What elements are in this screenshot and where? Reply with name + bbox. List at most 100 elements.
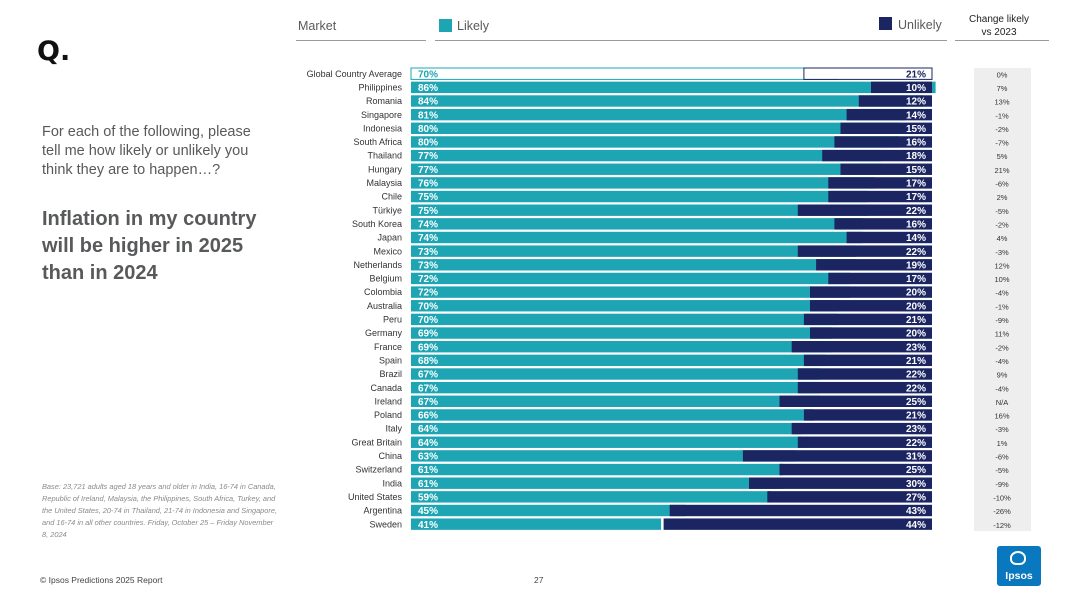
value-unlikely-united-states: 27% [906, 492, 926, 503]
value-unlikely-mexico: 22% [906, 247, 926, 258]
change-value-great-britain: 1% [997, 439, 1008, 448]
value-unlikely-thailand: 18% [906, 151, 926, 162]
value-unlikely-south-africa: 16% [906, 138, 926, 149]
market-label-japan: Japan [377, 233, 402, 243]
bar-unlikely-colombia [810, 286, 932, 298]
bar-unlikely-united-states [767, 491, 932, 503]
bar-likely-china [411, 450, 796, 462]
bar-unlikely-thailand [822, 149, 932, 162]
change-value-poland: 16% [994, 412, 1009, 421]
logo-icon [1010, 551, 1026, 565]
bar-unlikely-sweden [663, 518, 932, 530]
bar-unlikely-mexico [797, 245, 932, 257]
bar-likely-switzerland [411, 463, 784, 476]
bar-unlikely-japan [846, 231, 932, 244]
value-likely-spain: 68% [418, 356, 438, 367]
change-value-hungary: 21% [994, 166, 1009, 175]
market-label-romania: Romania [366, 96, 402, 106]
bar-unlikely-germany [810, 327, 932, 339]
market-label-hungary: Hungary [368, 164, 403, 174]
bar-unlikely-brazil [797, 368, 932, 380]
value-likely-poland: 66% [418, 411, 438, 422]
bar-likely-japan [411, 231, 863, 244]
value-likely-philippines: 86% [418, 83, 438, 94]
market-label-spain: Spain [379, 355, 402, 365]
change-value-malaysia: -6% [995, 180, 1009, 189]
change-value-canada: -4% [995, 384, 1009, 393]
legend-unlikely-swatch [879, 17, 892, 30]
bar-likely-malaysia [411, 177, 875, 189]
change-value-switzerland: -5% [995, 466, 1009, 475]
bar-likely-india [411, 477, 784, 489]
question-mark-label: Q. [37, 36, 71, 67]
change-value-ireland: N/A [996, 398, 1009, 407]
value-unlikely-india: 30% [906, 479, 926, 490]
bar-unlikely-spain [803, 354, 932, 367]
bar-unlikely-ireland [779, 395, 932, 407]
bar-unlikely-romania [858, 95, 932, 107]
change-value-france: -2% [995, 343, 1009, 352]
change-value-singapore: -1% [995, 111, 1009, 120]
market-label-italy: Italy [385, 424, 402, 434]
value-likely-south-korea: 74% [418, 219, 438, 230]
value-likely-australia: 70% [418, 301, 438, 312]
value-likely-malaysia: 76% [418, 179, 438, 190]
market-label-australia: Australia [367, 301, 402, 311]
value-unlikely-argentina: 43% [906, 506, 926, 517]
change-value-global-country-average: 0% [997, 70, 1008, 79]
market-label-singapore: Singapore [361, 110, 402, 120]
bar-unlikely-global-country-average [803, 67, 933, 80]
value-unlikely-malaysia: 17% [906, 179, 926, 190]
change-value-mexico: -3% [995, 248, 1009, 257]
bar-likely-indonesia [411, 122, 899, 134]
change-value-japan: 4% [997, 234, 1008, 243]
market-label-south-africa: South Africa [353, 137, 402, 147]
value-likely-mexico: 73% [418, 247, 438, 258]
market-label-belgium: Belgium [369, 274, 402, 284]
market-label-sweden: Sweden [369, 519, 402, 529]
market-label-philippines: Philippines [358, 82, 402, 92]
logo-text: Ipsos [1005, 570, 1033, 582]
change-value-t-rkiye: -5% [995, 207, 1009, 216]
value-likely-italy: 64% [418, 424, 438, 435]
value-likely-canada: 67% [418, 383, 438, 394]
market-label-indonesia: Indonesia [363, 123, 402, 133]
change-value-romania: 13% [994, 98, 1009, 107]
value-unlikely-canada: 22% [906, 383, 926, 394]
value-likely-south-africa: 80% [418, 138, 438, 149]
bar-likely-germany [411, 327, 832, 339]
value-unlikely-belgium: 17% [906, 274, 926, 285]
footer-copyright: © Ipsos Predictions 2025 Report [40, 575, 163, 585]
bar-unlikely-switzerland [779, 463, 932, 476]
bar-unlikely-great-britain [797, 436, 932, 448]
bar-likely-south-africa [411, 136, 899, 148]
bar-likely-spain [411, 354, 826, 367]
change-value-indonesia: -2% [995, 125, 1009, 134]
bar-likely-t-rkiye [411, 204, 869, 216]
value-likely-thailand: 77% [418, 151, 438, 162]
value-likely-hungary: 77% [418, 165, 438, 176]
bar-likely-brazil [411, 368, 820, 380]
bar-unlikely-india [749, 477, 932, 489]
value-likely-argentina: 45% [418, 506, 438, 517]
value-unlikely-germany: 20% [906, 329, 926, 340]
value-likely-sweden: 41% [418, 520, 438, 531]
value-unlikely-t-rkiye: 22% [906, 206, 926, 217]
value-unlikely-peru: 21% [906, 315, 926, 326]
bar-unlikely-poland [803, 409, 932, 421]
value-likely-brazil: 67% [418, 370, 438, 381]
value-unlikely-poland: 21% [906, 411, 926, 422]
value-unlikely-china: 31% [906, 452, 926, 463]
value-likely-great-britain: 64% [418, 438, 438, 449]
value-unlikely-netherlands: 19% [906, 260, 926, 271]
market-label-mexico: Mexico [373, 246, 402, 256]
market-label-brazil: Brazil [379, 369, 402, 379]
market-label-peru: Peru [383, 315, 402, 325]
bar-likely-united-states [411, 491, 771, 503]
value-unlikely-australia: 20% [906, 301, 926, 312]
market-label-great-britain: Great Britain [351, 437, 402, 447]
bar-likely-poland [411, 409, 814, 421]
bar-likely-mexico [411, 245, 857, 257]
change-value-sweden: -12% [993, 521, 1011, 530]
market-label-india: India [382, 478, 402, 488]
